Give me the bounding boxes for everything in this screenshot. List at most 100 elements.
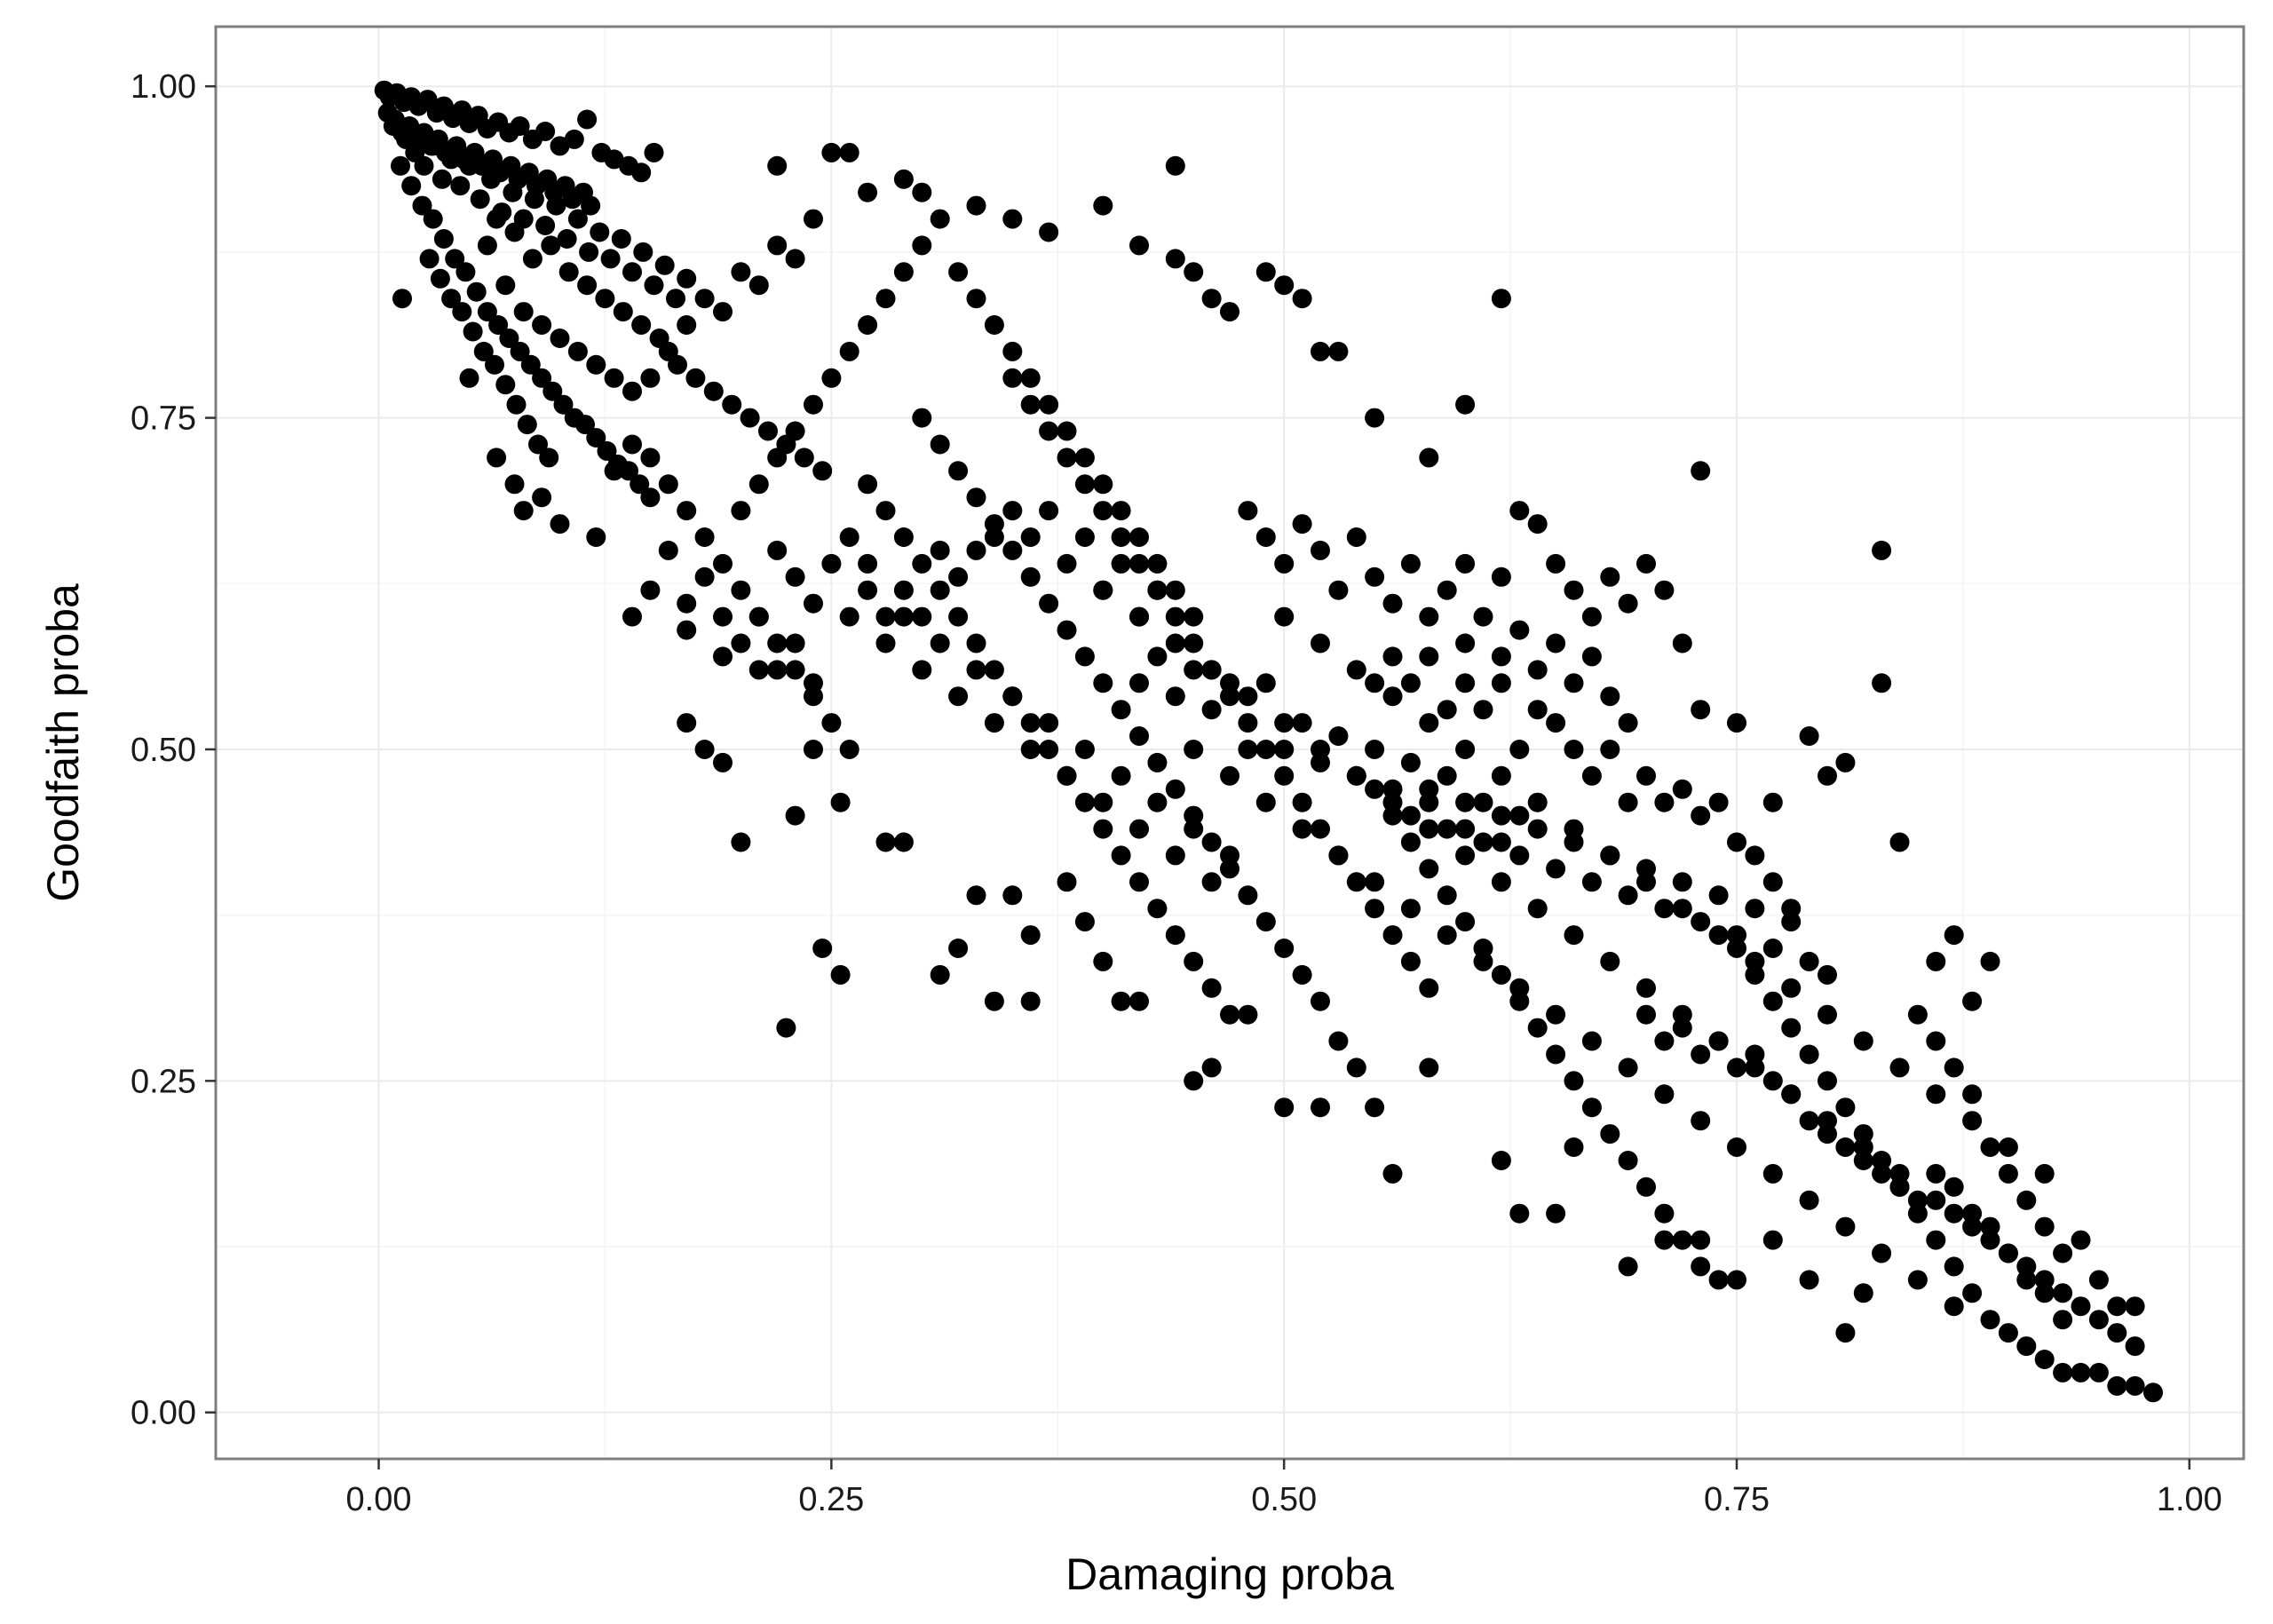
data-point xyxy=(1147,646,1168,667)
data-point xyxy=(1980,951,2000,971)
data-point xyxy=(1835,1216,1856,1237)
data-point xyxy=(966,487,986,508)
data-point xyxy=(654,255,675,275)
data-point xyxy=(1274,765,1295,786)
data-point xyxy=(1455,394,1476,415)
data-point xyxy=(558,262,579,282)
data-point xyxy=(441,289,462,309)
data-point xyxy=(930,209,950,229)
data-point xyxy=(644,142,664,162)
data-point xyxy=(1491,566,1511,587)
data-point xyxy=(1365,740,1385,759)
data-point xyxy=(1129,991,1149,1011)
data-point xyxy=(2053,1310,2073,1330)
data-point xyxy=(1962,1111,1983,1131)
data-point xyxy=(1527,700,1548,720)
data-point xyxy=(1618,593,1638,614)
data-point xyxy=(1165,155,1185,176)
data-point xyxy=(1400,553,1421,574)
data-point xyxy=(1057,553,1077,574)
data-point xyxy=(1546,1203,1566,1224)
data-point xyxy=(912,235,932,256)
data-point xyxy=(875,606,896,627)
data-point xyxy=(821,142,842,162)
data-point xyxy=(1184,819,1204,839)
y-tick-label: 1.00 xyxy=(131,68,196,106)
data-point xyxy=(839,527,859,547)
data-point xyxy=(1020,991,1041,1011)
data-point xyxy=(622,606,642,627)
data-point xyxy=(2034,1350,2055,1369)
data-point xyxy=(414,155,434,176)
data-point xyxy=(1636,978,1656,998)
data-point xyxy=(391,155,410,176)
data-point xyxy=(1455,673,1476,693)
data-point xyxy=(459,368,479,388)
data-point xyxy=(1365,872,1385,892)
data-point xyxy=(1328,726,1349,746)
data-point xyxy=(1799,1270,1819,1290)
data-point xyxy=(839,341,859,361)
data-point xyxy=(1491,964,1511,985)
data-point xyxy=(731,633,751,654)
data-point xyxy=(1546,553,1566,574)
data-point xyxy=(1962,991,1983,1011)
data-point xyxy=(758,421,778,441)
data-point xyxy=(1365,408,1385,428)
data-point xyxy=(1564,1137,1584,1157)
data-point xyxy=(1762,1071,1783,1091)
data-point xyxy=(1672,899,1692,919)
data-point xyxy=(785,249,805,269)
data-point xyxy=(1600,1124,1620,1145)
data-point xyxy=(1473,792,1493,812)
data-point xyxy=(1762,792,1783,812)
data-point xyxy=(1382,686,1403,707)
data-point xyxy=(893,527,914,547)
data-point xyxy=(1419,978,1439,998)
data-point xyxy=(1129,235,1149,256)
data-point xyxy=(984,527,1004,547)
data-point xyxy=(1708,792,1729,812)
data-point xyxy=(658,540,678,560)
data-point xyxy=(2088,1362,2109,1382)
data-point xyxy=(1473,606,1493,627)
data-point xyxy=(619,461,638,481)
data-point xyxy=(1365,1097,1385,1118)
data-point xyxy=(2125,1296,2145,1317)
data-point xyxy=(543,381,563,401)
data-point xyxy=(553,394,574,415)
data-point xyxy=(1527,899,1548,919)
data-point xyxy=(767,660,788,680)
data-point xyxy=(1184,633,1204,654)
data-point xyxy=(2107,1323,2127,1343)
data-point xyxy=(1889,1176,1910,1197)
data-point xyxy=(1527,514,1548,535)
data-point xyxy=(1074,474,1095,495)
data-point xyxy=(1491,765,1511,786)
data-point xyxy=(694,289,715,309)
data-point xyxy=(1835,1137,1856,1157)
data-point xyxy=(1818,964,1837,985)
data-point xyxy=(1926,1230,1946,1250)
data-point xyxy=(1564,1071,1584,1091)
data-point xyxy=(1491,673,1511,693)
data-point xyxy=(1564,925,1584,946)
data-point xyxy=(858,315,878,335)
data-point xyxy=(487,448,507,468)
data-point xyxy=(1636,765,1656,786)
data-point xyxy=(677,315,697,335)
data-point xyxy=(1491,832,1511,852)
y-tick-label: 0.50 xyxy=(131,732,196,769)
data-point xyxy=(1311,540,1330,560)
data-point xyxy=(930,633,950,654)
y-tick-label: 0.00 xyxy=(131,1395,196,1432)
data-point xyxy=(550,329,570,348)
data-point xyxy=(966,660,986,680)
data-point xyxy=(423,209,443,229)
data-point xyxy=(1907,1270,1928,1290)
data-point xyxy=(579,242,599,262)
data-point xyxy=(677,268,697,289)
data-point xyxy=(1365,673,1385,693)
data-point xyxy=(812,461,833,481)
data-point xyxy=(1762,1163,1783,1184)
